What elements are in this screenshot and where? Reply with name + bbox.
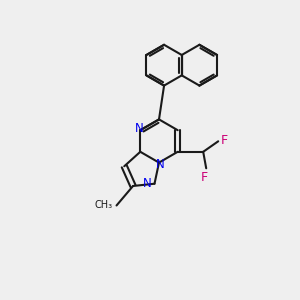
Text: N: N: [156, 158, 165, 171]
Text: F: F: [201, 171, 208, 184]
Text: CH₃: CH₃: [95, 200, 113, 211]
Text: F: F: [220, 134, 228, 147]
Text: N: N: [134, 122, 143, 135]
Text: N: N: [143, 177, 152, 190]
